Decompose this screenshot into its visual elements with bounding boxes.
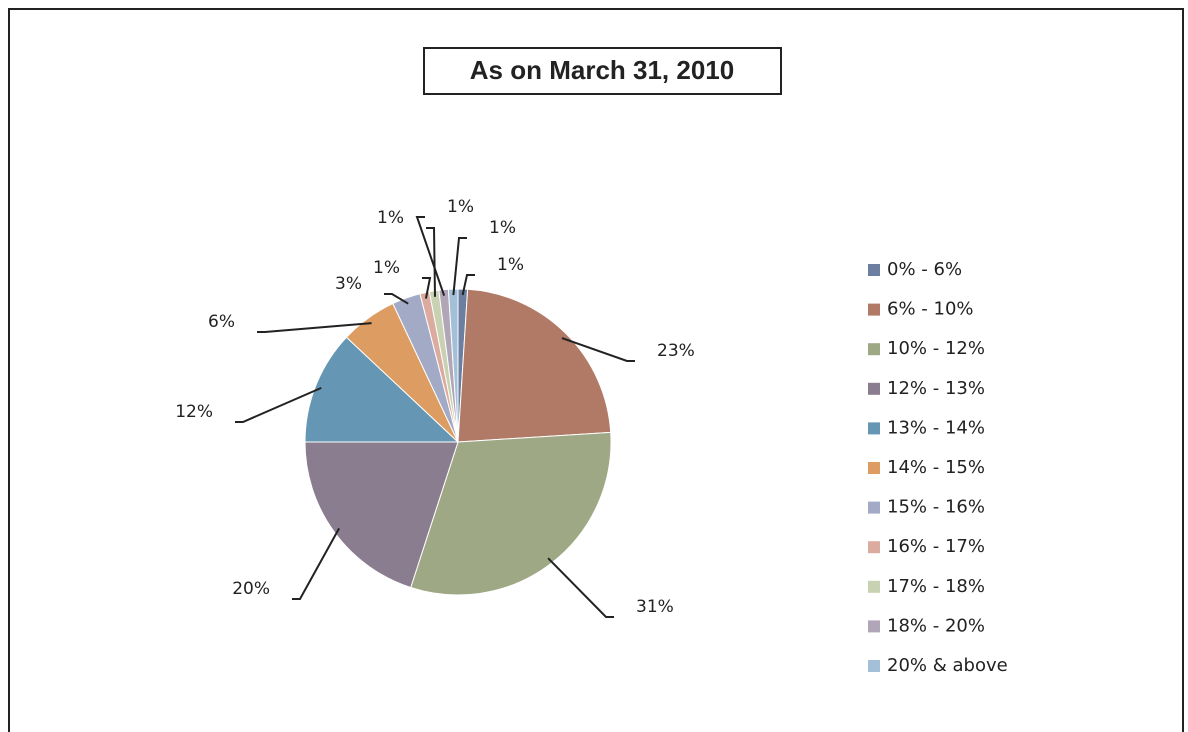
legend-label: 10% - 12% (887, 338, 985, 359)
legend-swatch (868, 462, 880, 474)
data-label: 1% (489, 218, 516, 238)
pie-slice (304, 441, 459, 589)
legend-label: 14% - 15% (887, 457, 985, 478)
legend-label: 15% - 16% (887, 497, 985, 518)
legend-label: 16% - 17% (887, 536, 985, 557)
legend-label: 18% - 20% (887, 615, 985, 636)
leader-line (547, 557, 614, 618)
data-label: 6% (208, 312, 235, 332)
leader-line (461, 274, 475, 296)
leader-line (415, 216, 446, 296)
legend-label: 17% - 18% (887, 576, 985, 597)
data-label: 23% (657, 341, 695, 361)
data-label: 1% (447, 197, 474, 217)
leader-line (235, 386, 322, 423)
legend-swatch (868, 660, 880, 672)
legend-label: 0% - 6% (887, 259, 962, 280)
leader-line (422, 277, 432, 299)
legend-swatch (868, 303, 880, 316)
legend-swatch (868, 541, 880, 554)
legend-label: 6% - 10% (887, 299, 974, 320)
leader-line (426, 227, 437, 297)
legend-label: 13% - 14% (887, 417, 985, 438)
legend-swatch (868, 501, 880, 514)
legend-swatch (868, 343, 880, 356)
legend-swatch (868, 620, 880, 633)
leader-line (561, 337, 635, 362)
data-label: 1% (373, 258, 400, 278)
data-label: 20% (232, 579, 270, 599)
data-label: 31% (636, 597, 674, 617)
frame (8, 8, 1184, 732)
data-label: 1% (497, 255, 524, 275)
leader-line (257, 322, 372, 333)
legend-swatch (868, 422, 880, 435)
data-label: 1% (377, 208, 404, 228)
legend-label: 20% & above (887, 655, 1008, 676)
data-label: 3% (335, 274, 362, 294)
leader-line (292, 527, 340, 600)
legend-swatch (868, 382, 880, 395)
leader-line (452, 237, 467, 296)
legend-swatch (868, 264, 880, 276)
legend-swatch (868, 580, 880, 593)
chart-title: As on March 31, 2010 (470, 55, 734, 85)
title-box (423, 47, 782, 95)
data-label: 12% (175, 402, 213, 422)
pie-slice (304, 336, 460, 443)
leader-line (384, 293, 409, 305)
pie-slice (457, 288, 612, 443)
legend-label: 12% - 13% (887, 378, 985, 399)
